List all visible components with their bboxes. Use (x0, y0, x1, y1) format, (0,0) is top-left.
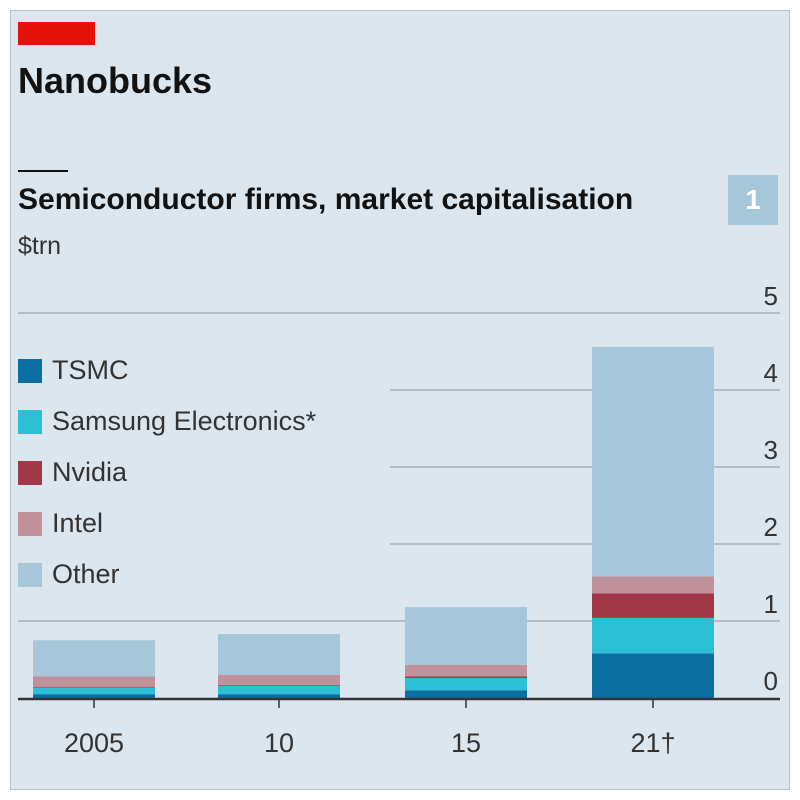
bar-segment-samsung-electronics--10 (218, 685, 340, 695)
legend-label: Samsung Electronics* (52, 406, 317, 436)
bar-segment-tsmc-10 (218, 694, 340, 698)
y-tick-label: 4 (764, 358, 778, 388)
legend-item: Other (18, 549, 316, 600)
y-tick-label: 5 (764, 281, 778, 311)
x-tick-label: 10 (264, 728, 294, 758)
chart-title: Semiconductor firms, market capitalisati… (18, 183, 634, 216)
y-axis-unit: $trn (18, 232, 62, 260)
title-rule (18, 170, 68, 172)
legend-item: Samsung Electronics* (18, 396, 316, 447)
legend-swatch (18, 460, 42, 485)
bar-segment-tsmc-21 (592, 653, 714, 698)
bar-segment-other-2005 (33, 640, 155, 677)
bar-segment-nvidia-10 (218, 684, 340, 686)
brand-red-bar (18, 22, 95, 45)
y-tick-label: 2 (764, 512, 778, 542)
bar-segment-intel-15 (405, 664, 527, 677)
bar-segment-intel-10 (218, 674, 340, 685)
bar-segment-tsmc-15 (405, 690, 527, 698)
legend-swatch (18, 358, 42, 383)
legend-item: Nvidia (18, 447, 316, 498)
bar-segment-samsung-electronics--2005 (33, 687, 155, 695)
legend-label: Nvidia (52, 457, 128, 487)
bar-segment-intel-21 (592, 576, 714, 594)
y-tick-label: 1 (764, 589, 778, 619)
y-tick-label: 3 (764, 435, 778, 465)
bar-segment-other-15 (405, 607, 527, 665)
bar-segment-samsung-electronics--15 (405, 677, 527, 691)
legend: TSMC Samsung Electronics* Nvidia Intel Other (18, 345, 316, 600)
x-tick-label: 21† (630, 728, 675, 758)
chart-headline: Nanobucks (18, 60, 213, 101)
bar-segment-samsung-electronics--21 (592, 617, 714, 654)
legend-label: Intel (52, 508, 104, 538)
bar-segment-tsmc-2005 (33, 694, 155, 698)
x-tick-label: 2005 (64, 728, 124, 758)
legend-swatch (18, 409, 42, 434)
bar-segment-nvidia-2005 (33, 687, 155, 688)
legend-label: TSMC (52, 355, 129, 385)
legend-item: TSMC (18, 345, 316, 396)
y-tick-label: 0 (764, 666, 778, 696)
legend-label: Other (52, 559, 120, 589)
legend-swatch (18, 562, 42, 587)
x-tick-label: 15 (451, 728, 481, 758)
legend-item: Intel (18, 498, 316, 549)
legend-swatch (18, 511, 42, 536)
chart-number-badge: 1 (728, 175, 778, 225)
bar-segment-intel-2005 (33, 676, 155, 688)
bar-segment-nvidia-15 (405, 676, 527, 678)
bar-segment-other-21 (592, 346, 714, 577)
bar-segment-nvidia-21 (592, 593, 714, 618)
bar-segment-other-10 (218, 634, 340, 675)
